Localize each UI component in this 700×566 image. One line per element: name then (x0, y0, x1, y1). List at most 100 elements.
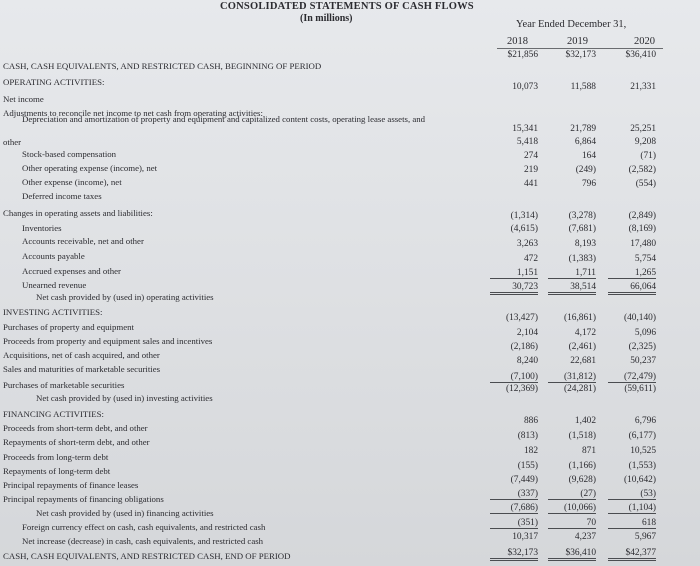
row-label: Sales and maturities of marketable secur… (3, 364, 161, 374)
row-label: Principal repayments of finance leases (3, 480, 139, 490)
row-label: FINANCING ACTIVITIES: (3, 409, 104, 419)
table-row: Unearned revenue 1,151 1,711 1,265 (0, 268, 700, 294)
value-2020: 17,480 (630, 239, 656, 249)
value-2018: (7,100) (490, 372, 538, 383)
value-2020: 5,096 (634, 328, 656, 338)
value-2020: (71) (640, 151, 656, 161)
row-label: Repayments of short-term debt, and other (3, 437, 150, 447)
value-2019: (3,278) (568, 211, 596, 221)
value-2020: 21,331 (630, 82, 656, 92)
value-2018: (351) (490, 518, 538, 529)
table-row: Net cash provided by (used in) operating… (0, 282, 700, 306)
table-row: Accounts receivable, net and other (4,615… (0, 224, 700, 250)
row-label: Net income (3, 94, 44, 104)
value-2020: 6,796 (634, 416, 656, 426)
table-row: CASH, CASH EQUIVALENTS, AND RESTRICTED C… (0, 548, 700, 565)
value-2019: (31,812) (548, 372, 596, 383)
value-2020: 25,251 (630, 124, 656, 134)
value-2018: $21,856 (507, 50, 538, 60)
value-2019: 21,789 (570, 124, 596, 134)
value-2018: 182 (523, 446, 538, 456)
table-row: Net income 10,073 11,588 21,331 (0, 82, 700, 108)
row-label: Foreign currency effect on cash, cash eq… (22, 522, 266, 532)
row-label: other (3, 137, 22, 147)
value-2019: (1,166) (568, 461, 596, 471)
value-2018: 8,240 (516, 356, 538, 366)
value-2019: (1,518) (568, 431, 596, 441)
value-2020: 9,208 (634, 137, 656, 147)
value-2020: (8,169) (628, 224, 656, 234)
row-label: Purchases of marketable securities (3, 380, 125, 390)
value-2020: (2,325) (628, 342, 656, 352)
value-2020: (554) (635, 179, 656, 189)
value-2019: $32,173 (565, 50, 596, 60)
value-2019: (10,066) (548, 503, 596, 514)
value-2018: 219 (523, 165, 538, 175)
value-2020: 66,064 (608, 282, 656, 295)
row-label: Accounts payable (22, 251, 85, 261)
table-row: Changes in operating assets and liabilit… (0, 208, 700, 222)
value-2019: (27) (548, 489, 596, 500)
value-2018: 2,104 (516, 328, 538, 338)
header-divider (497, 48, 663, 49)
value-2019: 6,864 (574, 137, 596, 147)
value-2019: $36,410 (548, 548, 596, 561)
value-2019: (7,681) (568, 224, 596, 234)
value-2018: (813) (517, 431, 538, 441)
table-row: Foreign currency effect on cash, cash eq… (0, 518, 700, 536)
value-2018: 30,723 (490, 282, 538, 295)
value-2018: (13,427) (505, 313, 538, 323)
row-label: Proceeds from short-term debt, and other (3, 423, 148, 433)
table-row: Proceeds from short-term debt, and other… (0, 416, 700, 437)
year-header-2019: 2019 (567, 36, 588, 47)
row-label: Accounts receivable, net and other (22, 236, 144, 246)
value-2018: 10,317 (512, 532, 538, 542)
row-label: Net cash provided by (used in) investing… (36, 393, 213, 403)
value-2020: (53) (608, 489, 656, 500)
table-row: Other operating expense (income), net 274… (0, 151, 700, 177)
value-2018: (12,369) (505, 384, 538, 394)
row-label: Changes in operating assets and liabilit… (3, 208, 153, 218)
value-2019: 871 (581, 446, 596, 456)
value-2018: 5,418 (516, 137, 538, 147)
period-header: Year Ended December 31, (516, 19, 627, 30)
value-2019: 11,588 (570, 82, 596, 92)
table-row: Principal repayments of financing obliga… (0, 489, 700, 508)
row-label: CASH, CASH EQUIVALENTS, AND RESTRICTED C… (3, 61, 322, 71)
row-label: Net cash provided by (used in) operating… (36, 292, 214, 302)
table-row: Purchases of marketable securities (7,100… (0, 372, 700, 394)
value-2020: (40,140) (623, 313, 656, 323)
value-2019: 38,514 (548, 282, 596, 295)
year-header-2018: 2018 (507, 36, 528, 47)
row-label: Purchases of property and equipment (3, 322, 134, 332)
table-row: Other expense (income), net 219 (249) (2,58… (0, 165, 700, 191)
value-2018: (7,449) (510, 475, 538, 485)
row-label: Other operating expense (income), net (22, 163, 158, 173)
row-label: Principal repayments of financing obliga… (3, 494, 164, 504)
value-2018: (7,686) (490, 503, 538, 514)
value-2019: 4,172 (574, 328, 596, 338)
value-2019: (1,383) (568, 254, 596, 264)
table-row: Accrued expenses and other 472 (1,383) 5,75… (0, 254, 700, 280)
value-2019: 164 (581, 151, 596, 161)
table-row: Deferred income taxes 441 796 (554) (0, 179, 700, 205)
value-2019: 1,711 (548, 268, 596, 279)
row-label: Deferred income taxes (22, 191, 102, 201)
value-2020: (72,479) (608, 372, 656, 383)
table-row: OPERATING ACTIVITIES: (0, 77, 700, 91)
value-2018: 441 (523, 179, 538, 189)
value-2020: 5,754 (634, 254, 656, 264)
value-2020: (6,177) (628, 431, 656, 441)
value-2018: (337) (490, 489, 538, 500)
value-2018: 15,341 (512, 124, 538, 134)
table-row: Net increase (decrease) in cash, cash eq… (0, 532, 700, 550)
row-label: OPERATING ACTIVITIES: (3, 77, 105, 87)
value-2018: $32,173 (490, 548, 538, 561)
row-label: Accrued expenses and other (22, 266, 121, 276)
value-2018: 1,151 (490, 268, 538, 279)
value-2018: (1,314) (510, 211, 538, 221)
value-2018: (2,186) (510, 342, 538, 352)
statement-subtitle: (In millions) (300, 13, 353, 24)
table-row: Repayments of short-term debt, and other… (0, 431, 700, 451)
